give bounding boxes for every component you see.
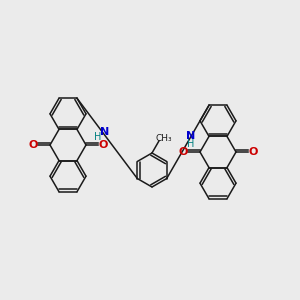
Text: O: O	[28, 140, 38, 150]
Text: N: N	[100, 128, 109, 137]
Text: H: H	[187, 139, 194, 149]
Text: CH₃: CH₃	[156, 134, 172, 143]
Text: H: H	[94, 132, 102, 142]
Text: N: N	[186, 131, 196, 141]
Text: O: O	[98, 140, 108, 150]
Text: O: O	[248, 147, 258, 157]
Text: O: O	[178, 147, 188, 157]
